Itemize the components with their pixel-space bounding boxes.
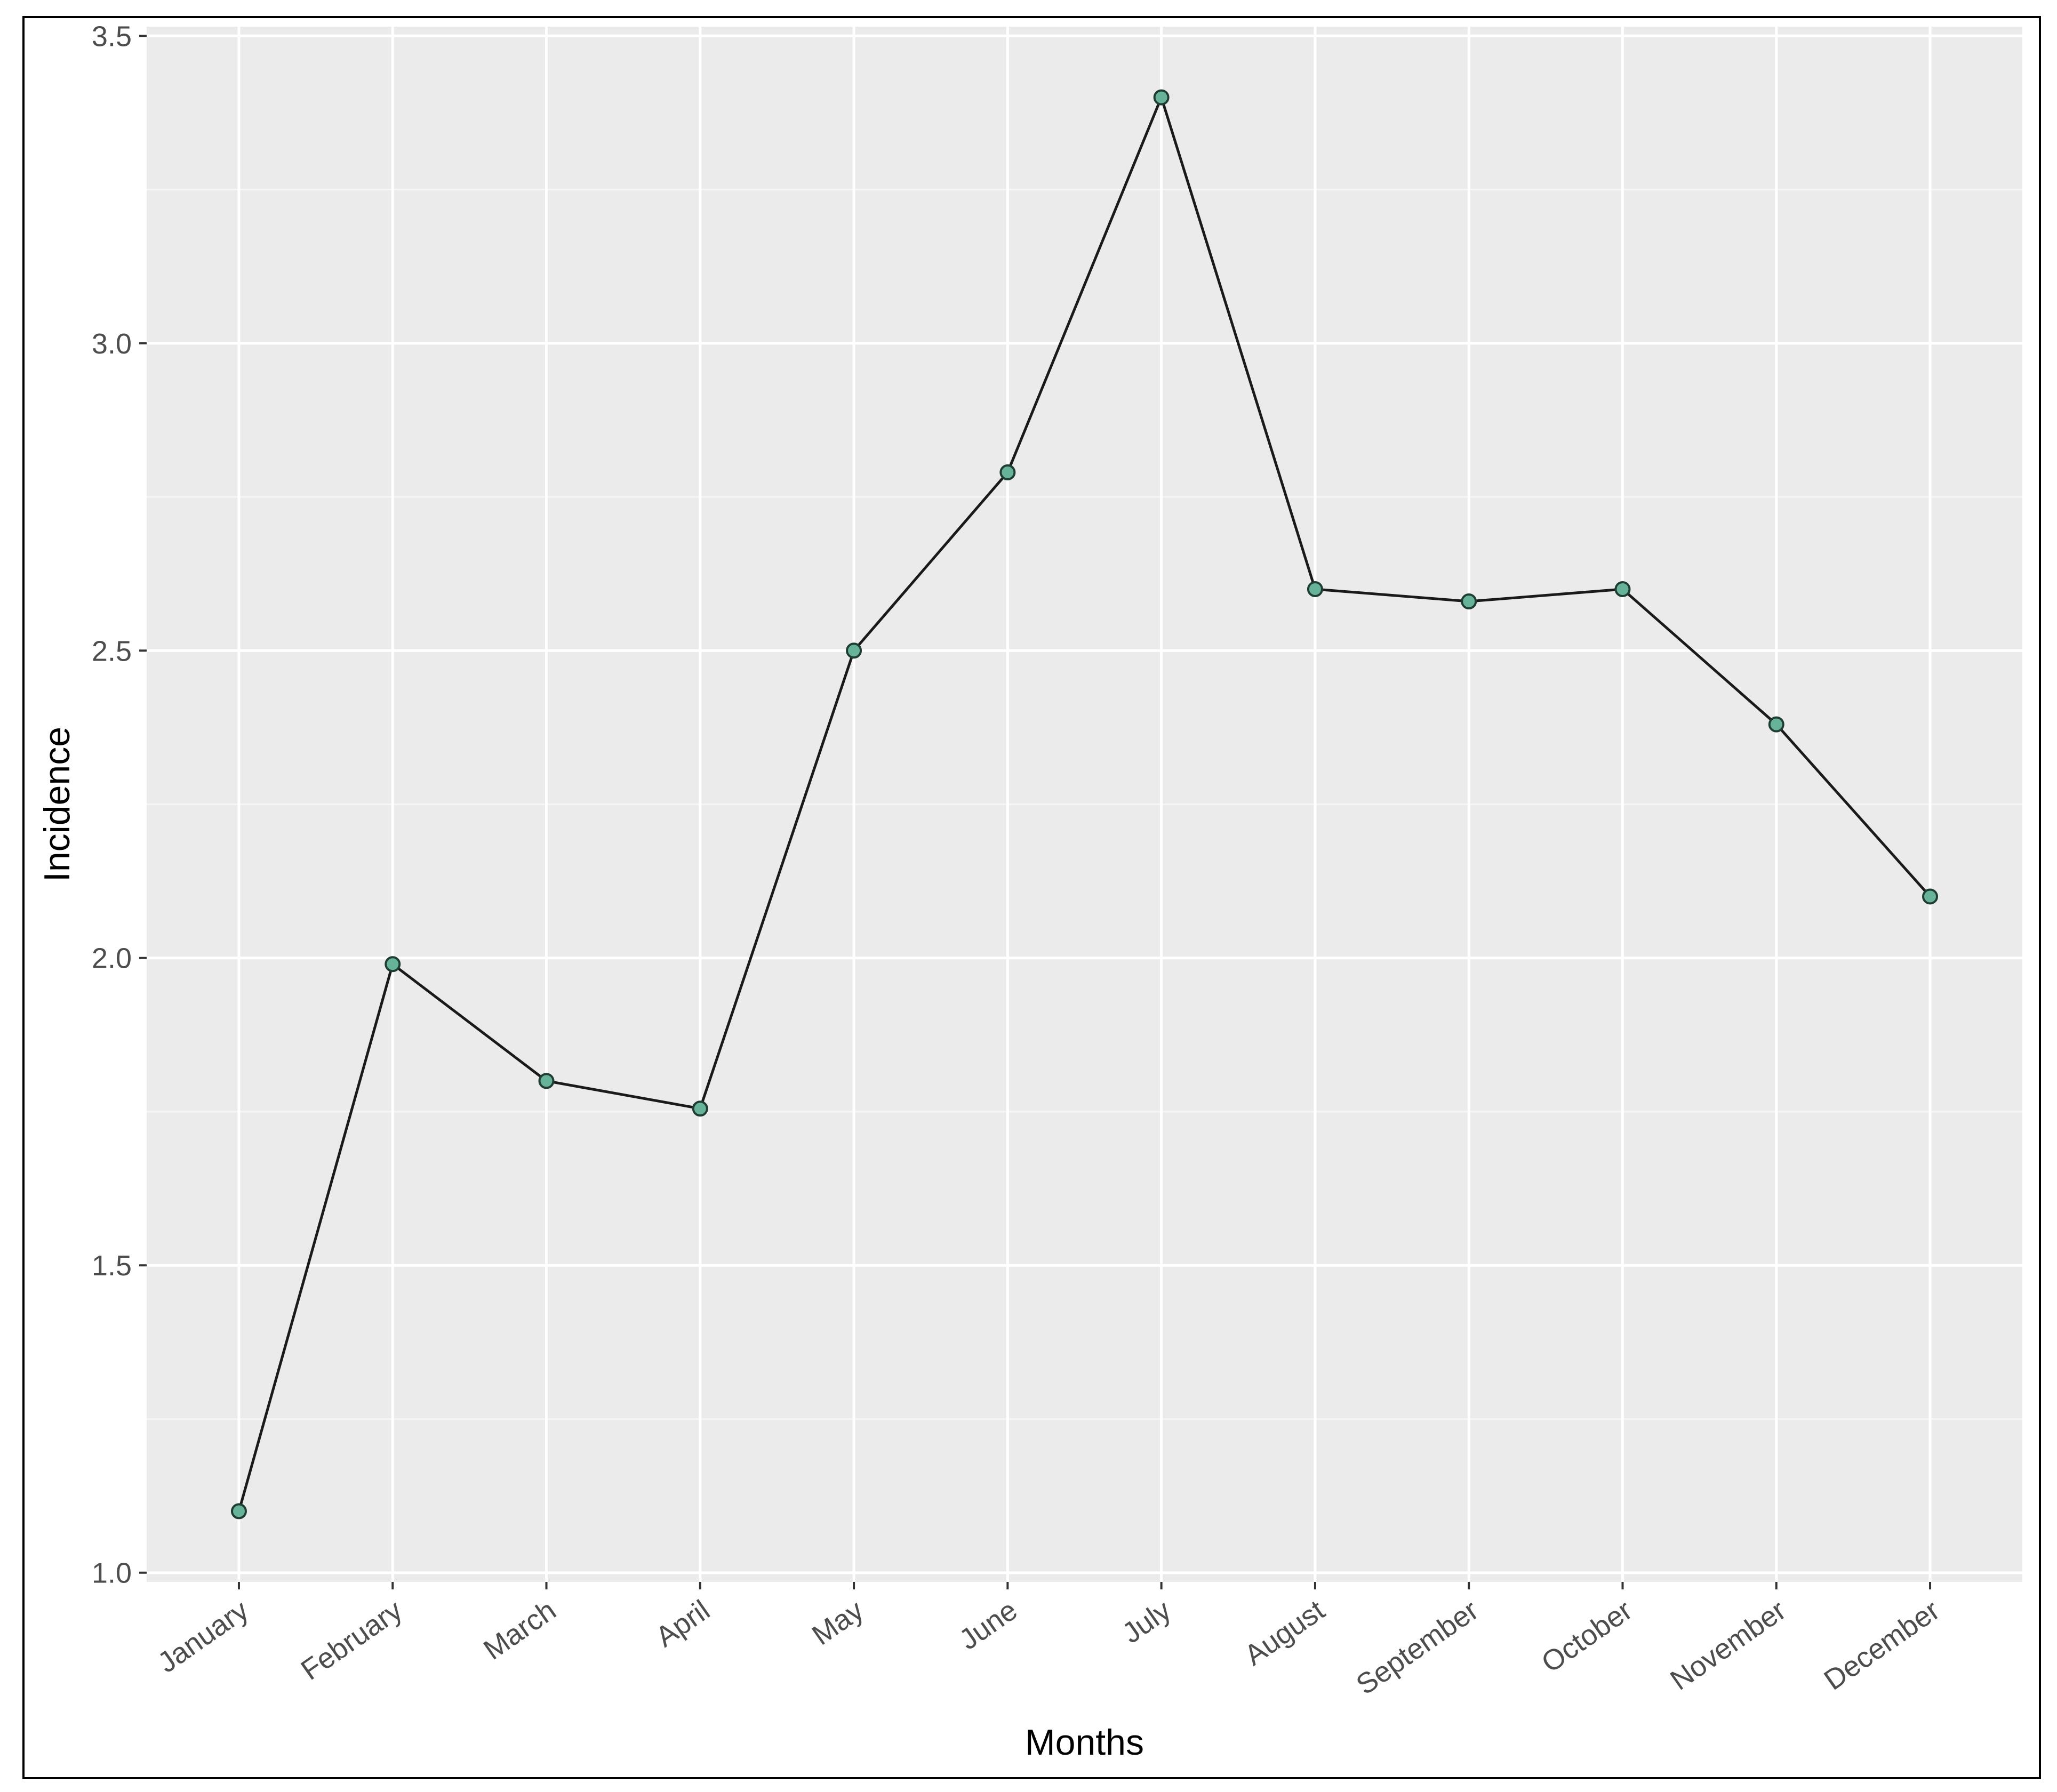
y-tick-label: 2.0 — [92, 943, 132, 975]
x-tick-label: April — [650, 1594, 716, 1653]
x-tick-label: July — [1116, 1594, 1176, 1650]
series-layer — [230, 89, 1939, 1520]
data-point — [692, 1100, 708, 1117]
x-tick-label: September — [1350, 1594, 1484, 1701]
data-point — [230, 1503, 247, 1520]
data-point — [1307, 581, 1323, 597]
data-point — [1768, 716, 1784, 733]
x-tick-label: November — [1664, 1594, 1791, 1697]
major-gridlines — [147, 27, 2022, 1582]
x-tick-label: March — [478, 1594, 562, 1666]
data-point — [846, 642, 862, 659]
x-tick-label: February — [295, 1594, 408, 1686]
x-axis-tick-labels: January February March April May June July Augu… — [152, 1594, 1946, 1701]
y-tick-label: 3.0 — [92, 328, 132, 360]
data-point — [1153, 89, 1170, 106]
data-point — [385, 956, 401, 973]
axis-ticks — [139, 35, 1932, 1589]
y-axis-title: Incidence — [37, 727, 77, 882]
data-point — [538, 1073, 555, 1089]
x-axis-title: Months — [1025, 1722, 1144, 1763]
y-tick-label: 1.5 — [92, 1250, 132, 1282]
data-point — [999, 464, 1016, 480]
y-tick-label: 2.5 — [92, 635, 132, 667]
y-tick-label: 3.5 — [92, 20, 132, 52]
x-tick-label: October — [1536, 1594, 1638, 1679]
data-point — [1461, 593, 1477, 610]
minor-gridlines — [147, 189, 2022, 1420]
series-line — [237, 96, 1931, 1512]
y-tick-label: 1.0 — [92, 1557, 132, 1589]
x-tick-label: May — [806, 1594, 869, 1652]
y-axis-tick-labels: 1.0 1.5 2.0 2.5 3.0 3.5 — [92, 20, 132, 1589]
x-tick-label: December — [1818, 1594, 1945, 1697]
x-tick-label: August — [1239, 1594, 1331, 1672]
data-point — [1614, 581, 1631, 597]
x-tick-label: June — [954, 1594, 1023, 1656]
x-tick-label: January — [152, 1594, 254, 1679]
data-point — [1922, 888, 1939, 905]
